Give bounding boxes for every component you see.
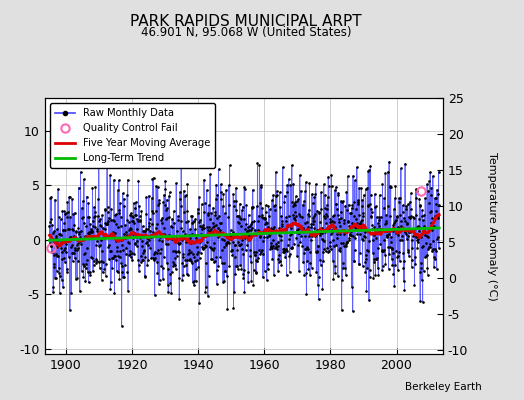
- Text: PARK RAPIDS MUNICIPAL ARPT: PARK RAPIDS MUNICIPAL ARPT: [130, 14, 362, 29]
- Y-axis label: Temperature Anomaly (°C): Temperature Anomaly (°C): [487, 152, 497, 300]
- Text: 46.901 N, 95.068 W (United States): 46.901 N, 95.068 W (United States): [141, 26, 352, 39]
- Text: Berkeley Earth: Berkeley Earth: [406, 382, 482, 392]
- Legend: Raw Monthly Data, Quality Control Fail, Five Year Moving Average, Long-Term Tren: Raw Monthly Data, Quality Control Fail, …: [50, 103, 215, 168]
